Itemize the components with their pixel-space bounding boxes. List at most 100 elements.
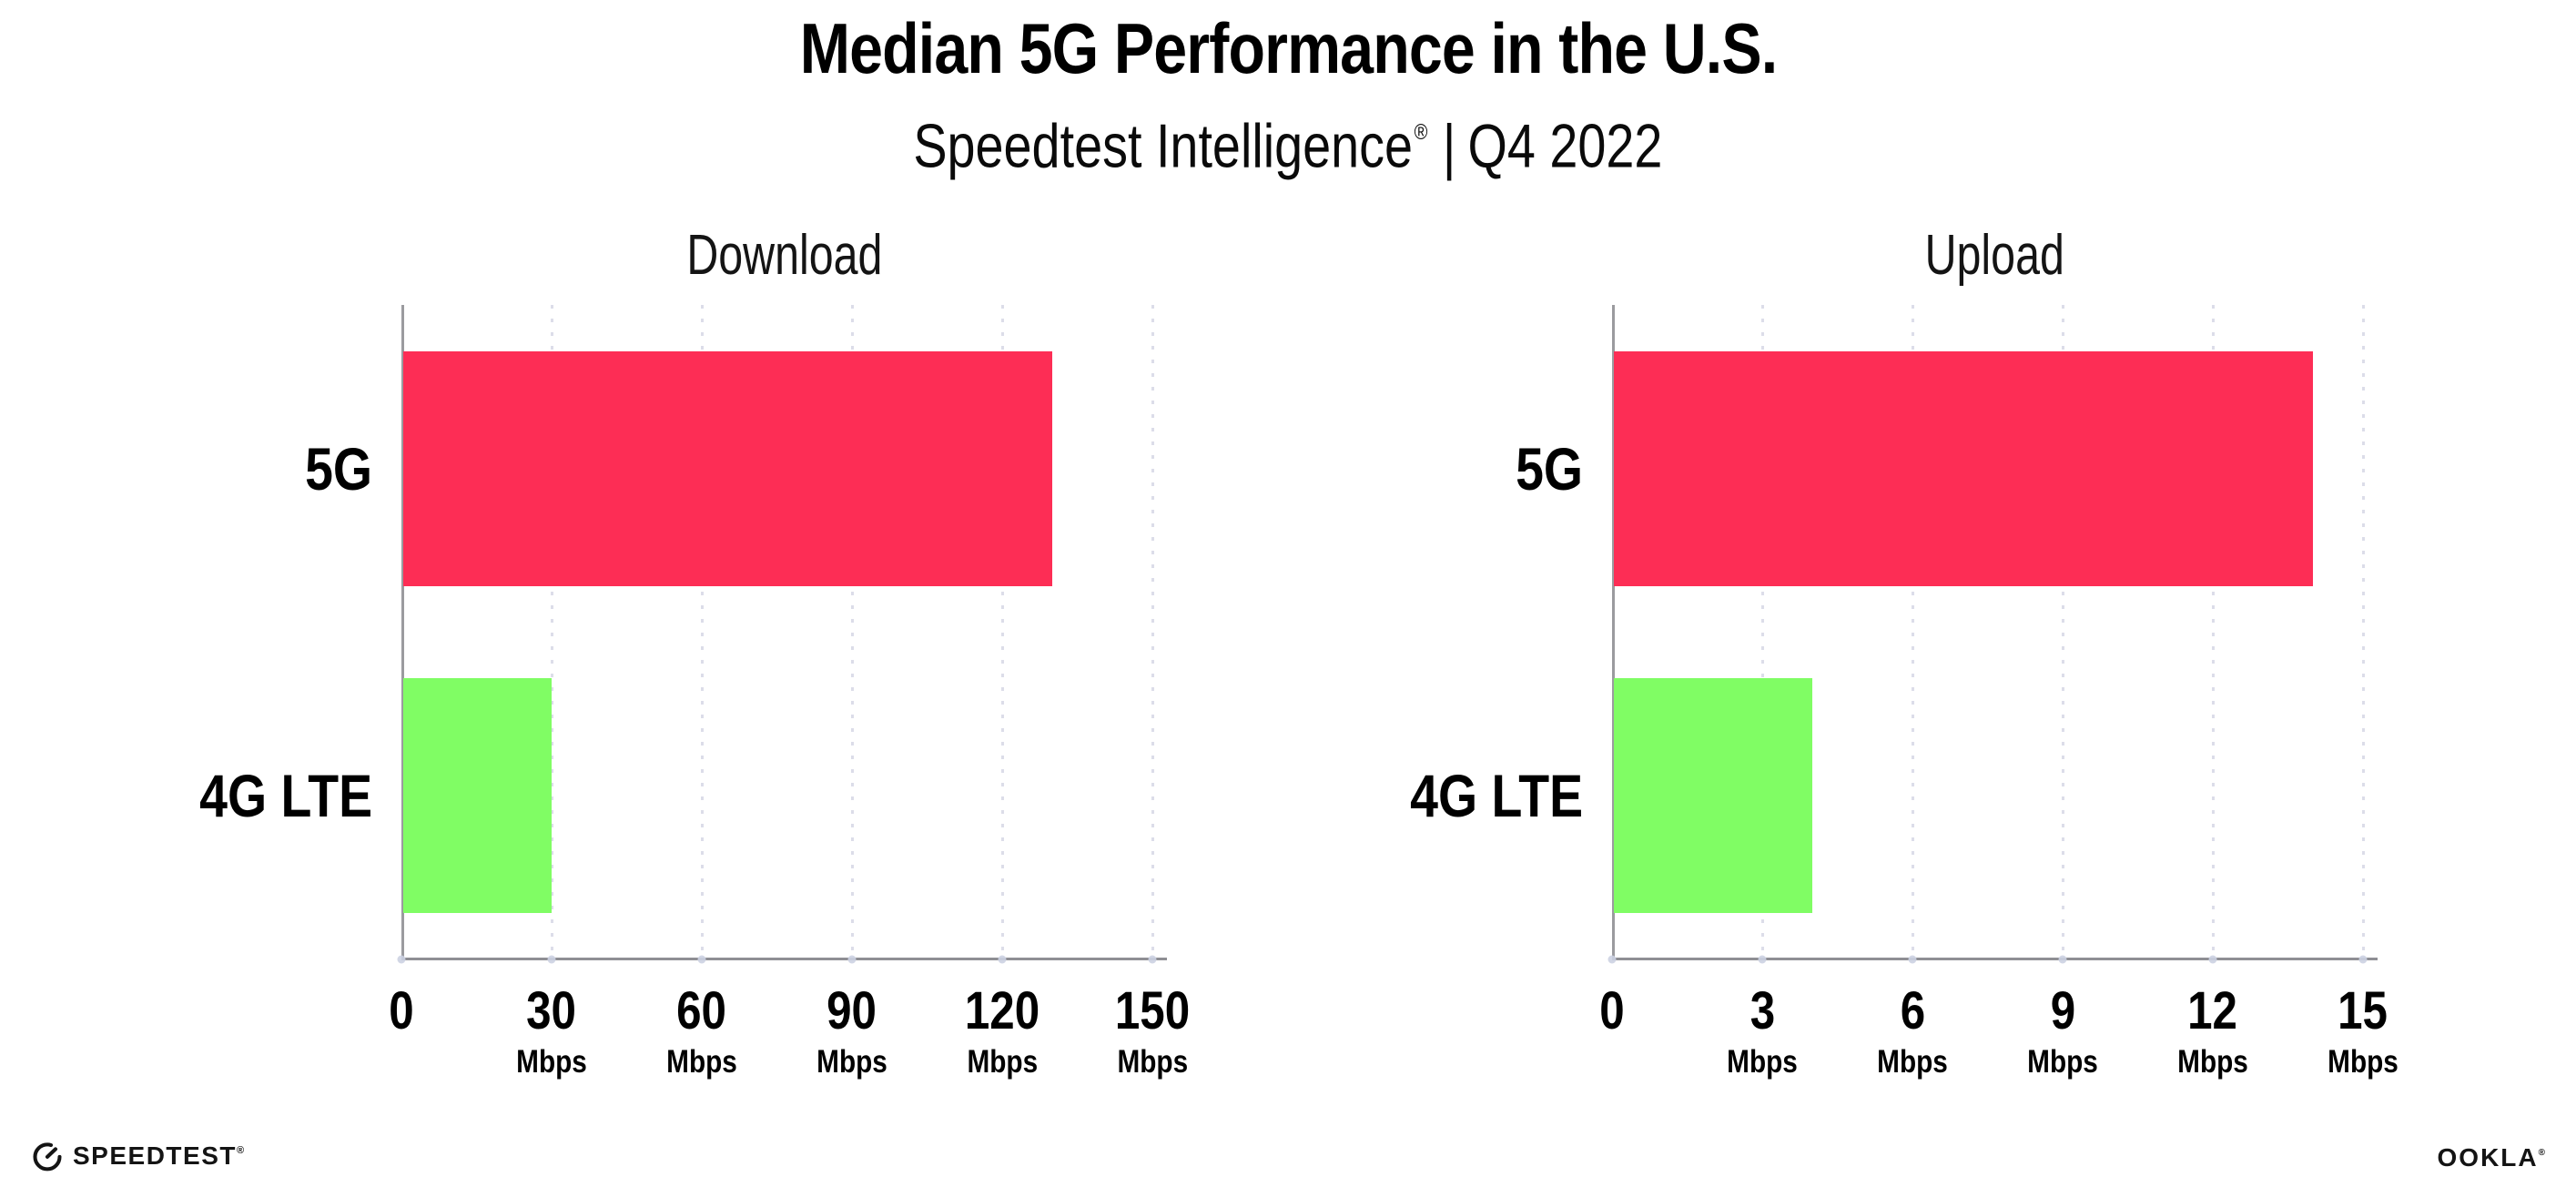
x-tick-value-text: 90 — [827, 981, 877, 1040]
x-tick-value: 30 — [510, 981, 593, 1041]
speedtest-wordmark: SPEEDTEST® — [73, 1141, 246, 1170]
axis-tick-dot — [1758, 955, 1767, 963]
x-tick-6: 6 Mbps — [1871, 981, 1953, 1083]
x-tick-unit-text: Mbps — [2328, 1044, 2399, 1080]
category-label-text: 5G — [305, 435, 372, 502]
x-tick-value-text: 0 — [389, 981, 414, 1040]
x-tick-unit: Mbps — [1109, 1041, 1197, 1083]
x-tick-value-text: 6 — [1900, 981, 1925, 1040]
gridline-3 — [1761, 305, 1764, 958]
category-label-5g: 5G — [1128, 437, 1583, 501]
gridline-15 — [2362, 305, 2365, 958]
x-tick-unit-text: Mbps — [2177, 1044, 2248, 1080]
speedtest-registered-icon: ® — [236, 1145, 246, 1156]
bar-4g-lte — [403, 678, 552, 913]
gridline-9 — [2062, 305, 2064, 958]
x-tick-value: 6 — [1871, 981, 1953, 1041]
x-tick-value-text: 9 — [2050, 981, 2075, 1040]
category-label-5g: 5G — [0, 437, 372, 501]
x-tick-unit-text: Mbps — [516, 1044, 587, 1080]
x-tick-value-text: 30 — [526, 981, 577, 1040]
axis-tick-dot — [547, 955, 556, 963]
gridline-6 — [1912, 305, 1914, 958]
subtitle-separator: | — [1442, 111, 1456, 181]
download-chart-title: Download — [685, 224, 883, 287]
x-tick-90: 90 Mbps — [810, 981, 893, 1083]
x-tick-value: 15 — [2321, 981, 2404, 1041]
x-tick-value-text: 120 — [964, 981, 1040, 1040]
x-tick-unit-text: Mbps — [2027, 1044, 2098, 1080]
x-tick-unit: Mbps — [2021, 1041, 2104, 1083]
registered-trademark-icon: ® — [1414, 120, 1428, 145]
bar-4g-lte — [1614, 678, 1812, 913]
x-tick-value-text: 15 — [2338, 981, 2388, 1040]
category-label-4g-lte: 4G LTE — [1128, 764, 1583, 827]
subtitle-brand: Speedtest Intelligence — [913, 111, 1414, 181]
gridline-90 — [851, 305, 854, 958]
axis-tick-dot — [697, 955, 706, 963]
x-tick-unit: Mbps — [1871, 1041, 1953, 1083]
axis-tick-dot — [397, 955, 406, 963]
axis-tick-dot — [2358, 955, 2368, 963]
x-tick-value: 3 — [1720, 981, 1803, 1041]
x-tick-value: 150 — [1109, 981, 1197, 1041]
x-tick-unit-text: Mbps — [1727, 1044, 1798, 1080]
x-tick-value-text: 0 — [1599, 981, 1625, 1040]
x-tick-unit-text: Mbps — [1877, 1044, 1948, 1080]
gridline-30 — [551, 305, 553, 958]
y-axis-line — [1612, 305, 1615, 960]
category-label-text: 4G LTE — [199, 762, 372, 829]
x-tick-unit: Mbps — [2171, 1041, 2254, 1083]
x-tick-120: 120 Mbps — [958, 981, 1047, 1083]
x-tick-value-text: 60 — [676, 981, 727, 1040]
x-axis-line — [401, 958, 1167, 960]
x-tick-30: 30 Mbps — [510, 981, 593, 1083]
x-tick-value-text: 150 — [1114, 981, 1191, 1040]
x-tick-value: 0 — [1597, 981, 1627, 1041]
category-label-4g-lte: 4G LTE — [0, 764, 372, 827]
page-title: Median 5G Performance in the U.S. — [799, 8, 1777, 88]
x-tick-value: 9 — [2021, 981, 2104, 1041]
x-tick-value: 12 — [2171, 981, 2254, 1041]
x-tick-value-text: 12 — [2187, 981, 2238, 1040]
x-tick-unit-text: Mbps — [1117, 1044, 1188, 1080]
x-tick-value-text: 3 — [1749, 981, 1775, 1040]
x-tick-unit-text: Mbps — [967, 1044, 1038, 1080]
category-label-text: 5G — [1516, 435, 1583, 502]
x-tick-unit: Mbps — [2321, 1041, 2404, 1083]
x-tick-unit: Mbps — [810, 1041, 893, 1083]
x-tick-9: 9 Mbps — [2021, 981, 2104, 1083]
page-subtitle: Speedtest Intelligence® | Q4 2022 — [0, 93, 2576, 187]
x-tick-unit-text: Mbps — [666, 1044, 737, 1080]
x-tick-unit: Mbps — [660, 1041, 743, 1083]
ookla-registered-icon: ® — [2538, 1148, 2547, 1158]
x-tick-value: 0 — [387, 981, 416, 1041]
x-tick-value: 60 — [660, 981, 743, 1041]
axis-tick-dot — [2058, 955, 2067, 963]
axis-tick-dot — [1607, 955, 1617, 963]
x-tick-150: 150 Mbps — [1109, 981, 1197, 1083]
category-label-text: 4G LTE — [1410, 762, 1583, 829]
x-tick-0: 0 — [1597, 981, 1627, 1041]
x-tick-12: 12 Mbps — [2171, 981, 2254, 1083]
x-tick-value: 120 — [958, 981, 1047, 1041]
axis-tick-dot — [998, 955, 1007, 963]
ookla-wordmark: OOKLA® — [2437, 1143, 2547, 1172]
x-axis-line — [1612, 958, 2378, 960]
bar-5g — [1614, 351, 2313, 586]
x-tick-unit: Mbps — [1720, 1041, 1803, 1083]
x-tick-15: 15 Mbps — [2321, 981, 2404, 1083]
x-tick-0: 0 — [387, 981, 416, 1041]
x-tick-60: 60 Mbps — [660, 981, 743, 1083]
axis-tick-dot — [1148, 955, 1157, 963]
x-tick-value: 90 — [810, 981, 893, 1041]
x-tick-3: 3 Mbps — [1720, 981, 1803, 1083]
y-axis-line — [401, 305, 404, 960]
bar-5g — [403, 351, 1052, 586]
axis-tick-dot — [1908, 955, 1917, 963]
x-tick-unit-text: Mbps — [816, 1044, 887, 1080]
axis-tick-dot — [847, 955, 857, 963]
gridline-60 — [701, 305, 704, 958]
